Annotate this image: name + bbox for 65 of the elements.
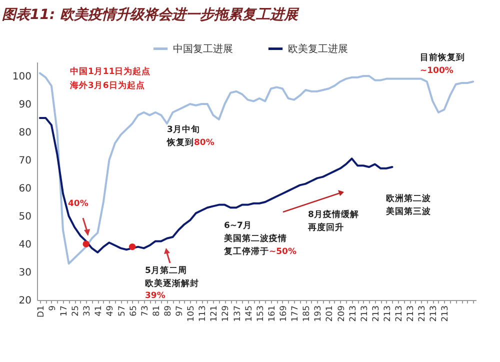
annotation: 39% — [145, 291, 166, 301]
y-tick-label: 40 — [18, 240, 32, 250]
x-tick-label: 41 — [94, 306, 104, 316]
x-tick-label: 121 — [210, 306, 220, 322]
x-tick-label: 25 — [71, 306, 82, 316]
x-tick-label: 17 — [59, 306, 70, 316]
x-tick-label: 169 — [278, 306, 289, 322]
y-tick-label: 60 — [18, 184, 32, 194]
annotation: 美国第三波 — [385, 206, 431, 217]
x-tick-label: 97 — [175, 306, 186, 316]
annotation: 6~7月 — [224, 220, 252, 231]
y-tick-label: 70 — [18, 156, 32, 166]
annotation: 海外3月6日为起点 — [69, 80, 145, 91]
x-tick-label: 113 — [198, 306, 208, 322]
x-tick-label: 213 — [360, 306, 370, 322]
annotation: 5月第二周 — [145, 265, 187, 276]
x-tick-label: 213 — [440, 306, 451, 322]
annotation: 美国第二波疫情 — [223, 233, 287, 244]
x-tick-label: 105 — [186, 306, 197, 322]
annotation: 8月疫情缓解 — [308, 209, 359, 220]
x-tick-label: 213 — [429, 306, 440, 322]
annotation: 目前恢复到 — [420, 52, 465, 63]
x-tick-label: 161 — [267, 306, 278, 322]
x-tick-label: 213 — [406, 306, 416, 322]
annotation: 欧美逐渐解封 — [145, 278, 199, 289]
x-tick-label: 209 — [336, 306, 347, 322]
y-tick-label: 30 — [18, 268, 32, 278]
x-tick-label: 81 — [152, 306, 162, 316]
x-tick-label: 145 — [244, 306, 254, 322]
x-tick-label: D1 — [36, 306, 46, 318]
x-tick-label: 49 — [106, 306, 116, 316]
y-tick-label: 20 — [18, 296, 32, 306]
annotation: 复工停滞于~50% — [223, 246, 297, 257]
annotation: 3月中旬 — [167, 124, 200, 135]
legend-label: 中国复工进展 — [173, 42, 233, 55]
y-tick-label: 100 — [12, 72, 32, 82]
x-tick-label: 65 — [128, 306, 139, 316]
x-tick-label: 213 — [394, 306, 405, 322]
x-tick-label: 89 — [163, 306, 174, 316]
x-tick-label: 193 — [314, 306, 324, 322]
x-tick-label: 185 — [302, 306, 312, 322]
x-tick-label: 213 — [418, 306, 428, 322]
x-tick-label: 213 — [371, 306, 382, 322]
y-tick-label: 50 — [18, 212, 32, 222]
annotation: 恢复到80% — [166, 137, 215, 148]
annotation: 40% — [68, 199, 89, 209]
legend-label: 欧美复工进展 — [288, 42, 348, 55]
x-tick-label: 153 — [256, 306, 266, 322]
annotation: 欧洲第二波 — [386, 193, 431, 204]
annotation: 中国1月11日为起点 — [70, 66, 151, 77]
y-tick-label: 90 — [18, 100, 32, 110]
annotation: ~100% — [420, 66, 454, 76]
x-tick-label: 33 — [82, 306, 93, 316]
chart-title: 图表11: 欧美疫情升级将会进一步拖累复工进展 — [2, 6, 300, 23]
x-tick-label: 57 — [117, 306, 128, 316]
x-tick-label: 129 — [221, 306, 232, 322]
y-tick-label: 80 — [18, 128, 32, 138]
x-tick-label: 177 — [290, 306, 301, 322]
x-tick-label: 137 — [232, 306, 243, 322]
x-tick-label: 213 — [348, 306, 358, 322]
x-tick-label: 9 — [48, 306, 58, 311]
x-tick-label: 73 — [140, 306, 150, 316]
annotation: 再度回升 — [307, 222, 344, 233]
x-tick-label: 201 — [325, 306, 336, 322]
x-tick-label: 213 — [382, 306, 393, 322]
